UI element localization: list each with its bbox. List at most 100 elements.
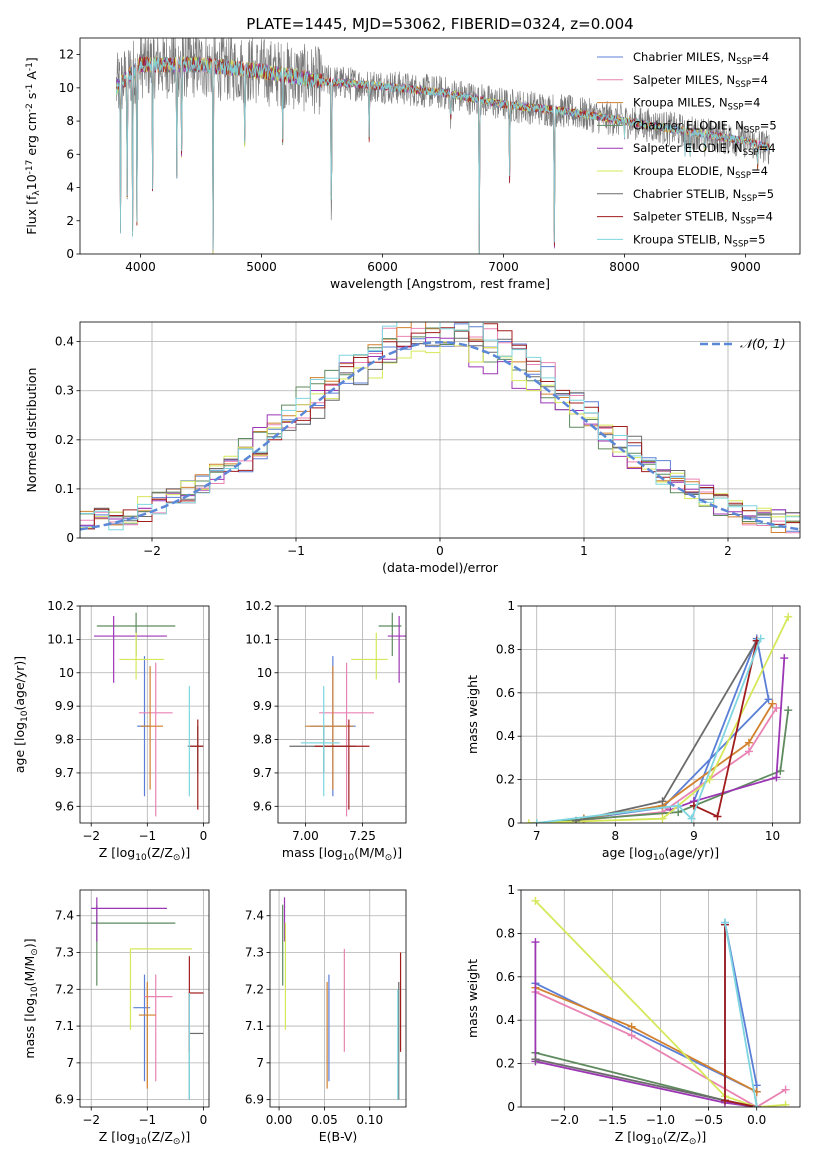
tick-label-y: 0.4	[55, 335, 74, 349]
tick-label-y: 4	[66, 181, 74, 195]
plot-area-weight_vs_Z	[531, 896, 790, 1107]
axis-label-x: E(B-V)	[319, 1129, 358, 1144]
tick-label-y: 0.8	[496, 642, 515, 656]
axis-label-y: mass [log10(M/M⊙)]	[22, 938, 40, 1058]
axes-age_vs_mass: 7.00 7.25 9.6 9.7 9.8 9.9 10 10.1 10.2 mass [log1…	[245, 599, 407, 863]
plot-area-spectrum	[115, 38, 771, 254]
axis-label-x: mass [log10(M/M⊙)]	[282, 845, 402, 863]
weight-point-marker	[687, 814, 696, 823]
tick-label-y: 0.3	[55, 384, 74, 398]
legend-label: 𝒩(0, 1)	[740, 336, 786, 351]
legend-label: Kroupa STELIB, NSSP=5	[633, 232, 765, 249]
tick-label-y: 0.2	[55, 433, 74, 447]
tick-label-y: 6.9	[245, 1093, 264, 1107]
weight-line	[575, 707, 778, 822]
tick-label-y: 7	[256, 1056, 264, 1070]
ticks-mass_vs_Z: −2 −1 0 6.9 7 7.1 7.2 7.3 7.4	[55, 909, 207, 1127]
tick-label-x: −1	[138, 1113, 156, 1127]
weight-point-marker	[713, 812, 722, 821]
tick-label-x: 5000	[246, 260, 277, 274]
tick-label-y: 9.9	[253, 699, 272, 713]
axis-label-y: Normed distribution	[24, 368, 39, 493]
tick-label-y: 9.6	[253, 799, 272, 813]
tick-label-x: −2	[82, 1113, 100, 1127]
tick-label-x: 0.10	[356, 1113, 383, 1127]
tick-label-y: 0	[66, 247, 74, 261]
legend-label: Chabrier MILES, NSSP=4	[633, 50, 769, 67]
tick-label-y: 0.4	[496, 729, 515, 743]
errorbar-4	[387, 616, 406, 683]
weight-point-marker	[524, 819, 533, 823]
legend-spectrum: Chabrier MILES, NSSP=4 Salpeter MILES, NS…	[597, 50, 777, 249]
axes-frame	[520, 889, 801, 1108]
axes-frame	[79, 889, 210, 1108]
tick-label-y: 12	[59, 48, 74, 62]
tick-label-x: 9000	[730, 260, 761, 274]
tick-label-y: 0.6	[496, 970, 515, 984]
tick-label-y: 10	[59, 666, 74, 680]
legend-label: Salpeter ELODIE, NSSP=4	[633, 141, 776, 158]
ticks-weight_vs_age: 7 8 9 10 0 0.2 0.4 0.6 0.8 1	[496, 599, 780, 843]
errorbar-5	[351, 632, 388, 680]
tick-label-y: 7.4	[245, 909, 264, 923]
grid-residuals	[80, 322, 800, 539]
legend-label: Kroupa MILES, NSSP=4	[633, 96, 760, 113]
tick-label-x: 0.0	[747, 1113, 766, 1127]
errorbar-7	[188, 956, 204, 1052]
tick-label-x: 7.25	[349, 829, 376, 843]
ticks-spectrum: 4000 5000 6000 7000 8000 9000 0 2 4 6 8 10 12	[59, 48, 761, 274]
plot-area-age_vs_mass	[289, 612, 406, 817]
weight-point-marker	[784, 612, 793, 621]
weight-line	[535, 991, 787, 1107]
axes-mass_vs_Z: −2 −1 0 6.9 7 7.1 7.2 7.3 7.4 Z [log10(Z/Z⊙)] mass…	[22, 889, 210, 1147]
weight-line	[583, 635, 770, 820]
plot-area-mass_vs_EBV	[282, 897, 402, 1100]
tick-label-y: 7.2	[55, 982, 74, 996]
errorbar-2	[140, 666, 164, 790]
tick-label-x: 8000	[609, 260, 640, 274]
axis-label-x: age [log10(age/yr)]	[602, 845, 719, 863]
weight-line	[534, 942, 757, 1107]
errorbar-2	[305, 666, 354, 790]
tick-label-x: 6000	[367, 260, 398, 274]
legend-residuals: 𝒩(0, 1)	[700, 336, 786, 351]
tick-label-y: 1	[507, 599, 515, 613]
grid-age_vs_mass	[278, 605, 406, 823]
weight-point-marker	[531, 938, 540, 947]
weight-point-marker	[772, 773, 781, 782]
errorbar-8	[300, 686, 340, 797]
tick-label-y: 10.1	[245, 632, 272, 646]
legend-label: Salpeter MILES, NSSP=4	[633, 73, 768, 90]
weight-point-marker	[780, 654, 789, 663]
axes-weight_vs_Z: −2.0 −1.5 −1.0 −0.5 0.0 0 0.2 0.4 0.6 0.8 1 Z [log1…	[465, 883, 801, 1147]
tick-label-y: 10.1	[47, 632, 74, 646]
ticks-mass_vs_EBV: 0.00 0.05 0.10 6.9 7 7.1 7.2 7.3 7.4	[245, 909, 383, 1127]
tick-label-y: 1	[507, 883, 515, 897]
errorbar-4	[94, 616, 167, 683]
errorbar-7	[189, 719, 204, 810]
weight-point-marker	[772, 703, 781, 712]
tick-label-y: 7.4	[55, 909, 74, 923]
tick-label-x: −2.0	[550, 1113, 579, 1127]
errorbar-2	[138, 981, 156, 1089]
errorbar-8	[188, 686, 190, 797]
tick-label-y: 0.8	[496, 926, 515, 940]
weight-point-marker	[674, 801, 683, 810]
errorbar-6	[188, 992, 204, 1100]
weight-point-marker	[532, 819, 541, 823]
weight-point-marker	[744, 747, 753, 756]
weight-point-marker	[768, 699, 777, 708]
errorbar-5	[119, 632, 165, 680]
axes-frame	[520, 605, 801, 824]
weight-point-marker	[784, 706, 793, 715]
axis-label-x: Z [log10(Z/Z⊙)]	[615, 1129, 706, 1147]
tick-label-y: 0.4	[496, 1013, 515, 1027]
legend-label: Chabrier STELIB, NSSP=5	[633, 187, 774, 204]
weight-series-8	[720, 918, 761, 1107]
weight-point-marker	[756, 634, 765, 643]
ticks-residuals: −2 −1 0 1 2 0 0.1 0.2 0.3 0.4	[55, 335, 732, 558]
tick-label-y: 0	[507, 816, 515, 830]
errorbar-1	[144, 974, 173, 1082]
tick-label-x: 9	[690, 829, 698, 843]
errorbar-1	[138, 662, 173, 817]
